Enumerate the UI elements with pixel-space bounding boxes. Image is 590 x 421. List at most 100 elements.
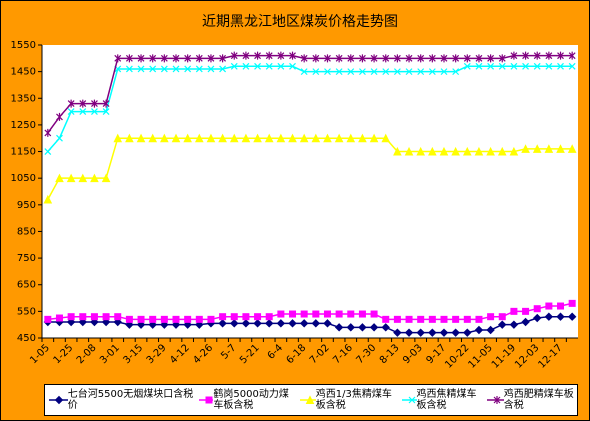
marker <box>497 146 507 156</box>
marker <box>254 62 261 70</box>
marker <box>56 134 63 142</box>
marker <box>277 62 285 70</box>
marker <box>498 320 507 329</box>
marker <box>545 302 553 310</box>
marker <box>347 54 355 63</box>
marker <box>172 65 180 73</box>
marker <box>474 146 484 156</box>
marker <box>241 319 251 328</box>
marker <box>125 320 134 329</box>
marker <box>475 62 483 70</box>
marker <box>253 133 262 143</box>
marker <box>393 68 401 76</box>
marker <box>300 68 308 76</box>
marker <box>206 133 216 143</box>
legend-item: 七台河5500无烟煤块口含税价 <box>45 389 195 411</box>
marker <box>125 54 133 63</box>
marker <box>486 325 495 335</box>
marker <box>567 144 577 153</box>
marker <box>184 65 192 73</box>
marker <box>393 146 402 156</box>
marker <box>67 313 75 321</box>
marker <box>393 328 402 337</box>
y-tick-label: 750 <box>17 253 36 264</box>
marker <box>79 313 87 321</box>
marker <box>306 395 315 404</box>
marker <box>254 313 262 321</box>
marker <box>207 315 215 323</box>
marker <box>405 315 413 323</box>
marker <box>533 313 542 323</box>
legend-icon <box>401 396 417 404</box>
marker <box>125 133 134 143</box>
marker <box>114 54 122 63</box>
marker <box>66 173 76 183</box>
marker <box>509 320 519 329</box>
marker <box>463 328 472 337</box>
marker <box>102 313 110 321</box>
marker <box>277 51 285 60</box>
legend-label: 鸡西肥精煤车板含税 <box>503 389 574 411</box>
marker <box>382 68 390 76</box>
marker <box>289 62 296 70</box>
marker <box>487 62 495 70</box>
marker <box>359 54 366 63</box>
marker <box>149 65 157 73</box>
marker <box>440 68 448 76</box>
marker <box>149 54 157 63</box>
marker <box>522 51 529 60</box>
series-line <box>47 65 573 153</box>
marker <box>66 317 76 327</box>
marker <box>194 133 204 143</box>
legend-item: 鸡西1/3焦精煤车板含税 <box>296 389 397 411</box>
marker <box>229 133 239 143</box>
marker <box>545 62 553 70</box>
plot-area <box>42 45 578 338</box>
marker <box>451 328 460 337</box>
marker <box>405 54 413 63</box>
marker <box>358 310 366 318</box>
marker <box>370 310 378 318</box>
marker <box>160 133 169 143</box>
marker <box>405 68 413 76</box>
marker <box>219 313 227 321</box>
marker <box>358 323 367 332</box>
marker <box>462 146 472 156</box>
marker <box>148 320 157 329</box>
marker <box>428 146 437 156</box>
marker <box>137 65 145 73</box>
marker <box>288 133 297 143</box>
marker <box>347 310 355 318</box>
marker <box>160 65 168 73</box>
marker <box>195 54 203 63</box>
marker <box>556 312 565 321</box>
marker <box>452 54 460 63</box>
marker <box>289 51 296 60</box>
marker <box>324 68 331 76</box>
marker <box>381 323 390 332</box>
marker <box>265 319 274 328</box>
marker <box>324 54 331 63</box>
marker <box>183 133 192 143</box>
marker <box>171 320 181 329</box>
marker <box>556 144 565 153</box>
marker <box>335 310 343 318</box>
marker <box>428 68 436 76</box>
marker <box>404 146 414 156</box>
marker <box>67 99 75 108</box>
marker <box>544 312 554 321</box>
legend-label: 鹤岗5000动力煤车板含税 <box>213 389 289 411</box>
marker <box>195 65 203 73</box>
marker <box>533 62 541 70</box>
marker <box>557 302 565 310</box>
marker <box>451 146 460 156</box>
marker <box>230 62 238 70</box>
marker <box>160 315 168 323</box>
marker <box>557 62 564 70</box>
legend-item: 鸡西肥精煤车板含税 <box>483 389 577 411</box>
marker <box>265 51 273 60</box>
marker <box>408 396 416 404</box>
series-line <box>47 302 573 321</box>
legend-icon <box>300 395 316 404</box>
